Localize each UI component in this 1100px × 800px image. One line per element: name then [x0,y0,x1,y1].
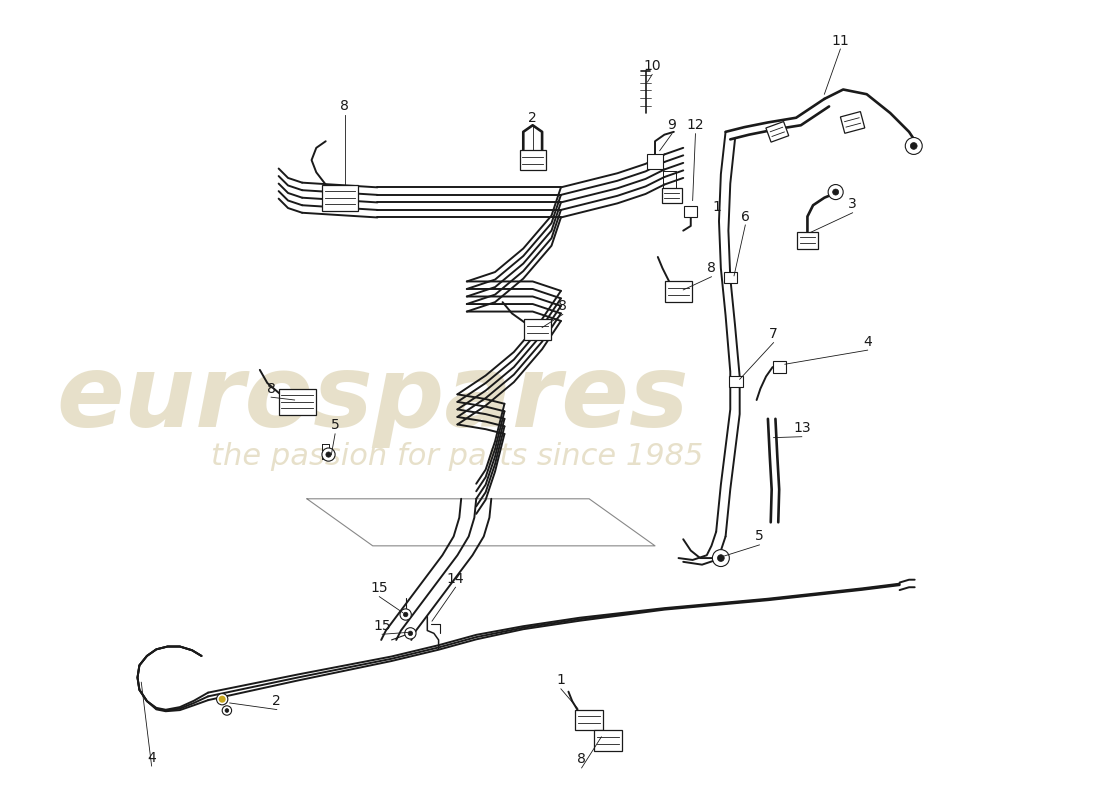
Bar [575,710,603,730]
Circle shape [326,452,331,458]
Text: 5: 5 [755,530,763,543]
Text: 8: 8 [266,382,276,396]
Text: 5: 5 [331,418,340,433]
Circle shape [713,550,729,566]
Text: 8: 8 [707,262,716,275]
Text: 6: 6 [741,210,750,223]
Text: 2: 2 [528,110,537,125]
Bar [278,389,317,415]
Text: 15: 15 [373,619,390,633]
Bar [525,319,551,340]
Text: 7: 7 [769,327,778,341]
Text: 1: 1 [713,200,722,214]
Text: eurospares: eurospares [56,351,689,449]
Circle shape [219,696,225,702]
Bar [647,154,663,170]
Text: 9: 9 [668,118,676,132]
Text: 8: 8 [340,99,349,114]
Circle shape [217,694,228,705]
Text: 2: 2 [273,694,282,708]
Bar [772,362,785,373]
Text: the passion for parts since 1985: the passion for parts since 1985 [211,442,704,471]
Bar [666,282,692,302]
Bar [729,375,743,387]
Text: 15: 15 [371,581,388,595]
Bar [594,730,623,751]
Bar [798,231,817,249]
Circle shape [404,612,408,617]
Circle shape [226,709,229,712]
Bar [661,188,682,203]
Circle shape [222,706,232,715]
Circle shape [905,138,922,154]
Bar [840,111,865,134]
Text: 13: 13 [793,422,811,435]
Bar [724,272,737,283]
Circle shape [833,189,838,195]
Bar [684,206,697,218]
Text: 12: 12 [686,118,704,132]
Text: 8: 8 [578,753,586,766]
Circle shape [322,448,335,461]
Text: 8: 8 [559,299,568,313]
Text: 3: 3 [848,198,857,211]
Bar [519,150,546,170]
Circle shape [911,142,917,150]
Bar [322,185,358,211]
Circle shape [400,609,411,620]
Circle shape [220,697,224,702]
Text: 11: 11 [832,34,849,47]
Text: 10: 10 [644,59,661,73]
Circle shape [717,554,724,562]
Circle shape [405,628,416,639]
Text: 1: 1 [557,674,565,687]
Circle shape [408,631,412,635]
Text: 4: 4 [147,750,156,765]
Circle shape [828,185,844,199]
Text: 4: 4 [864,334,872,349]
Bar [766,122,789,142]
Text: 14: 14 [447,572,464,586]
